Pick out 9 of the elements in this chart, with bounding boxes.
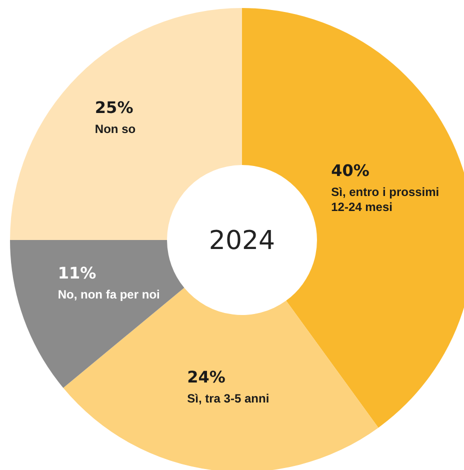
- slice-label: Sì, tra 3-5 anni: [187, 391, 270, 406]
- slice-label: No, non fa per noi: [58, 288, 160, 302]
- slice-label: Sì, entro i prossimi 12-24 mesi: [331, 185, 440, 214]
- text: 2024: [208, 226, 276, 256]
- slice-label: Non so: [94, 122, 136, 136]
- data-label: 40%: [331, 161, 370, 180]
- data-label: 24%: [187, 367, 226, 386]
- data-label: 25%: [94, 98, 134, 117]
- data-label: 11%: [58, 264, 96, 283]
